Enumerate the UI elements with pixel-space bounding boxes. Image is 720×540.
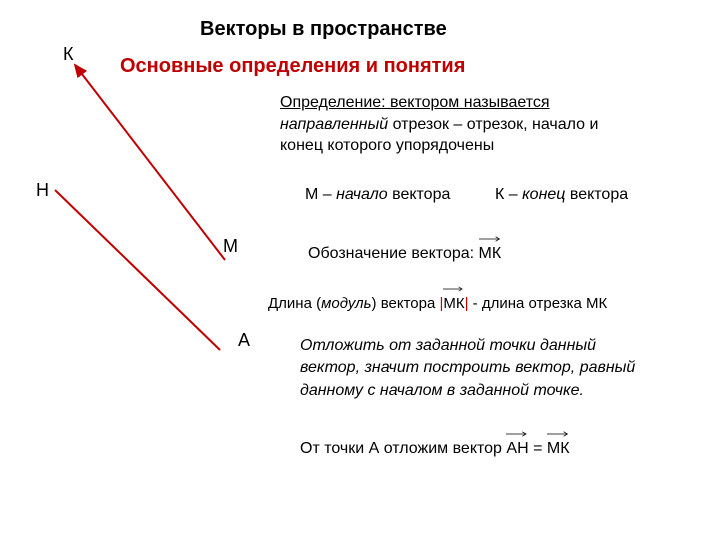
last-vec-mk: МК (547, 440, 570, 458)
end-italic: конец (522, 186, 565, 203)
label-a: А (238, 330, 250, 351)
end-label: К – конец вектора (495, 186, 628, 204)
notation-vector-mk: МК (479, 245, 502, 263)
length-p3: - длина отрезка МК (469, 295, 608, 312)
postpone-l1r: от заданной точки данный (385, 337, 596, 354)
start-prefix: М – (305, 186, 336, 203)
vectors-svg (0, 0, 720, 540)
length-p2: ) вектора (372, 295, 440, 312)
label-n: Н (36, 180, 49, 201)
end-suffix: вектора (565, 186, 628, 203)
vector-nh-segment (55, 190, 220, 350)
definition-block: Определение: вектором называется направл… (280, 92, 598, 157)
start-suffix: вектора (388, 186, 451, 203)
page-title: Векторы в пространстве (200, 18, 447, 41)
last-eq: = (529, 440, 547, 457)
length-line: Длина (модуль) вектора |МК| - длина отре… (268, 295, 607, 312)
postpone-l2r: , значит построить вектор, равный (356, 359, 636, 376)
page-subtitle: Основные определения и понятия (120, 55, 465, 78)
postpone-block: Отложить от заданной точки данный вектор… (300, 335, 635, 402)
end-prefix: К – (495, 186, 522, 203)
definition-line3: конец которого упорядочены (280, 135, 598, 157)
last-prefix: От точки А отложим вектор (300, 440, 506, 457)
postpone-w1: Отложить (300, 337, 385, 354)
length-vector-mk: МК (443, 295, 464, 312)
last-line: От точки А отложим вектор АН = МК (300, 440, 570, 458)
last-vec-an: АН (506, 440, 528, 458)
length-p1: Длина ( (268, 295, 321, 312)
label-m: М (223, 236, 238, 257)
label-k: К (63, 44, 74, 65)
notation-prefix: Обозначение вектора: (308, 245, 479, 262)
length-modulus: модуль (321, 295, 371, 312)
vector-mk (75, 65, 225, 260)
definition-word: Определение: вектором называется (280, 94, 550, 111)
definition-directed: направленный (280, 116, 388, 133)
start-italic: начало (336, 186, 388, 203)
definition-line2-rest: отрезок – отрезок, начало и (388, 116, 598, 133)
start-label: М – начало вектора (305, 186, 450, 204)
notation-line: Обозначение вектора: МК (308, 245, 501, 263)
postpone-l3: данному с началом в заданной точке. (300, 380, 635, 402)
postpone-w2: вектор (300, 359, 356, 376)
